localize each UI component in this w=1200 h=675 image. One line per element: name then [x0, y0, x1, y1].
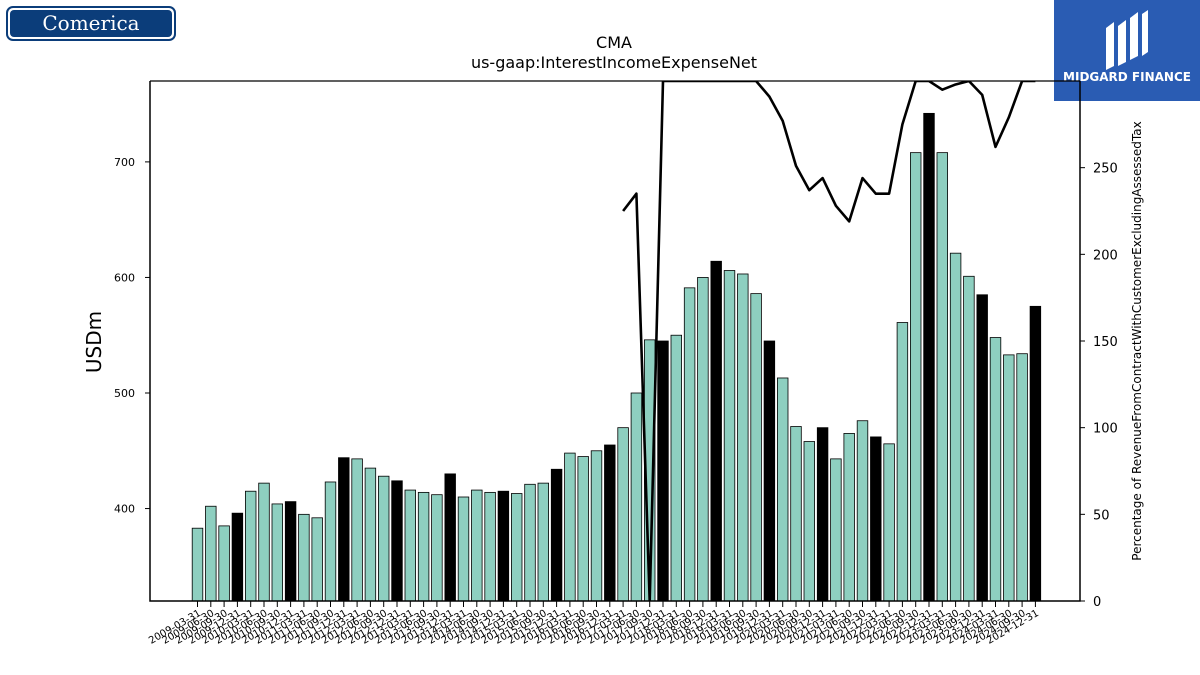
y2-tick-label: 50	[1093, 508, 1110, 523]
bar-2017-12-31	[657, 340, 669, 602]
midgard-finance-logo: MIDGARD FINANCE	[1054, 0, 1200, 101]
bar-2024-03-31	[989, 337, 1002, 602]
bar-2016-06-30	[577, 456, 589, 602]
y-tick-label: 700	[114, 156, 135, 169]
bar-2024-09-30	[1016, 353, 1028, 602]
bars-layer	[191, 112, 1042, 602]
bar-2013-09-30	[431, 494, 443, 602]
bar-2018-06-30	[683, 287, 696, 602]
bar-2015-12-31	[550, 468, 563, 602]
y2-tick-label: 200	[1093, 248, 1118, 263]
bar-2015-03-31	[510, 493, 523, 602]
bar-2022-12-31	[923, 112, 935, 602]
bar-2020-03-31	[777, 377, 789, 602]
comerica-logo: Comerica	[6, 6, 176, 41]
bar-2015-06-30	[524, 483, 536, 602]
bar-2010-09-30	[271, 503, 284, 602]
bar-2009-09-30	[218, 525, 230, 602]
bar-2014-12-31	[497, 490, 510, 602]
bar-2023-06-30	[949, 252, 962, 602]
bar-2019-12-31	[763, 340, 776, 602]
bar-2020-09-30	[803, 441, 816, 602]
comerica-logo-graphic: Comerica	[6, 6, 176, 41]
bar-2012-09-30	[377, 475, 390, 602]
y-tick-label: 600	[114, 271, 135, 284]
bar-2016-12-31	[604, 444, 616, 602]
bar-2019-03-31	[723, 270, 736, 602]
bar-2023-12-31	[976, 294, 988, 602]
bar-2009-06-30	[205, 505, 217, 602]
bar-2017-06-30	[630, 392, 643, 602]
chart-title: CMA	[596, 33, 632, 52]
y2-tick-label: 150	[1093, 335, 1118, 350]
bar-2016-03-31	[564, 452, 576, 602]
bar-2020-12-31	[816, 427, 829, 602]
bar-2014-03-31	[457, 496, 470, 602]
bar-2020-06-30	[790, 426, 802, 602]
bar-2014-06-30	[471, 489, 483, 602]
bar-2018-12-31	[710, 260, 722, 602]
bar-2016-09-30	[590, 450, 603, 602]
bar-2009-03-31	[191, 527, 204, 602]
bar-2012-12-31	[391, 480, 403, 602]
bar-2018-03-31	[670, 334, 683, 602]
bar-2021-03-31	[830, 458, 842, 602]
midgard-logo-text: MIDGARD FINANCE	[1063, 70, 1191, 84]
y2-tick-label: 100	[1093, 422, 1118, 437]
bar-2010-06-30	[258, 482, 270, 602]
y2-tick-label: 250	[1093, 162, 1118, 177]
bar-2015-09-30	[537, 482, 550, 602]
y2-tick-label: 0	[1093, 595, 1101, 610]
bar-2022-06-30	[896, 322, 909, 602]
bar-2018-09-30	[697, 277, 709, 602]
y-tick-label: 400	[114, 503, 135, 516]
midgard-finance-logo-graphic: MIDGARD FINANCE	[1063, 10, 1191, 84]
bar-2024-06-30	[1003, 354, 1015, 602]
bar-2012-06-30	[364, 467, 377, 602]
bar-2021-12-31	[870, 436, 882, 602]
bar-2011-12-31	[338, 457, 350, 602]
bar-2010-12-31	[284, 501, 297, 602]
axes-layer: 4005006007000501001502002502009-03-31200…	[114, 80, 1118, 647]
comerica-logo-text: Comerica	[42, 11, 139, 35]
bar-2010-03-31	[244, 490, 257, 602]
bar-2019-06-30	[737, 273, 749, 602]
bar-2013-06-30	[417, 491, 430, 602]
bar-2013-03-31	[404, 489, 417, 602]
y-axis-label: USDm	[82, 311, 106, 373]
bar-2023-09-30	[963, 275, 975, 602]
bar-2011-06-30	[311, 517, 323, 602]
y-tick-label: 500	[114, 387, 135, 400]
bar-2021-09-30	[856, 420, 869, 602]
bar-2022-03-31	[883, 443, 895, 602]
midgard-emblem-icon	[1106, 10, 1148, 70]
y2-axis-label: Percentage of RevenueFromContractWithCus…	[1130, 121, 1144, 560]
bar-2024-12-31	[1029, 305, 1042, 602]
bar-2011-03-31	[298, 513, 310, 602]
bar-2011-09-30	[324, 481, 337, 602]
bar-2012-03-31	[351, 458, 363, 602]
bar-2017-03-31	[617, 427, 629, 602]
bar-2009-12-31	[231, 512, 244, 602]
bar-2021-06-30	[843, 433, 855, 602]
bar-2019-09-30	[750, 293, 762, 602]
bar-2014-09-30	[484, 491, 496, 602]
bar-2022-09-30	[910, 152, 922, 602]
chart-subtitle: us-gaap:InterestIncomeExpenseNet	[471, 53, 757, 72]
bar-2023-03-31	[936, 152, 949, 602]
bar-2013-12-31	[444, 473, 456, 602]
